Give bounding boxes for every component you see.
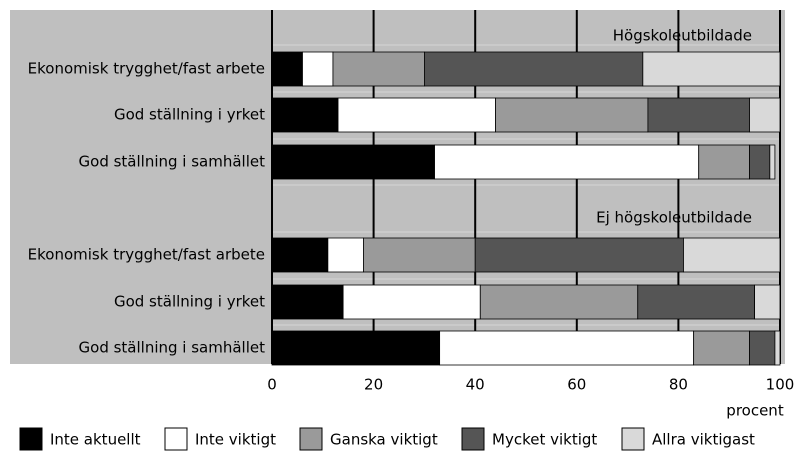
legend-label: Inte viktigt (195, 431, 276, 449)
y-tick-label: God ställning i samhället (79, 153, 266, 171)
bar-segment (423, 51, 644, 87)
x-axis-label: procent (726, 402, 784, 420)
bar-segment (683, 237, 781, 273)
bar-segment (749, 97, 781, 133)
legend-label: Ganska viktigt (330, 431, 438, 449)
bar-segment (495, 97, 649, 133)
bar-segment (749, 144, 771, 180)
legend-label: Mycket viktigt (492, 431, 597, 449)
y-tick-label: God ställning i yrket (114, 293, 265, 311)
bar-segment (637, 284, 756, 320)
legend-swatch (19, 427, 43, 451)
y-tick-label: God ställning i samhället (79, 339, 266, 357)
bar-segment (474, 237, 684, 273)
y-tick-label: Ekonomisk trygghet/fast arbete (28, 246, 265, 264)
bar-segment (698, 144, 750, 180)
x-tick-label: 80 (669, 376, 688, 394)
bar-segment (271, 237, 329, 273)
bar-segment (693, 330, 750, 366)
bar-segment (271, 144, 435, 180)
x-tick-label: 60 (567, 376, 586, 394)
bar-segment (479, 284, 639, 320)
bar-segment (342, 284, 481, 320)
y-tick-label: God ställning i yrket (114, 106, 265, 124)
legend-label: Inte aktuellt (50, 431, 141, 449)
bar-segment (754, 284, 781, 320)
legend-swatch (621, 427, 645, 451)
bar-segment (642, 51, 781, 87)
bar-segment (749, 330, 776, 366)
x-tick-label: 20 (364, 376, 383, 394)
bar-segment (271, 330, 441, 366)
bar-segment (332, 51, 425, 87)
x-tick-label: 0 (267, 376, 277, 394)
x-tick-label: 40 (466, 376, 485, 394)
bar-segment (302, 51, 334, 87)
bar-segment (774, 330, 781, 366)
bar-segment (271, 97, 339, 133)
bar-segment (434, 144, 700, 180)
bar-segment (647, 97, 750, 133)
bar-segment (327, 237, 364, 273)
bar-segment (439, 330, 695, 366)
legend-swatch (461, 427, 485, 451)
legend-swatch (164, 427, 188, 451)
y-tick-label: Ekonomisk trygghet/fast arbete (28, 60, 265, 78)
legend-label: Allra viktigast (652, 431, 755, 449)
group-label: Ej högskoleutbildade (596, 209, 752, 227)
bar-segment (337, 97, 496, 133)
bar-segment (363, 237, 476, 273)
group-label: Högskoleutbildade (613, 27, 752, 45)
x-tick-label: 100 (766, 376, 795, 394)
bar-segment (769, 144, 776, 180)
bar-segment (271, 51, 303, 87)
bar-segment (271, 284, 344, 320)
legend-swatch (299, 427, 323, 451)
